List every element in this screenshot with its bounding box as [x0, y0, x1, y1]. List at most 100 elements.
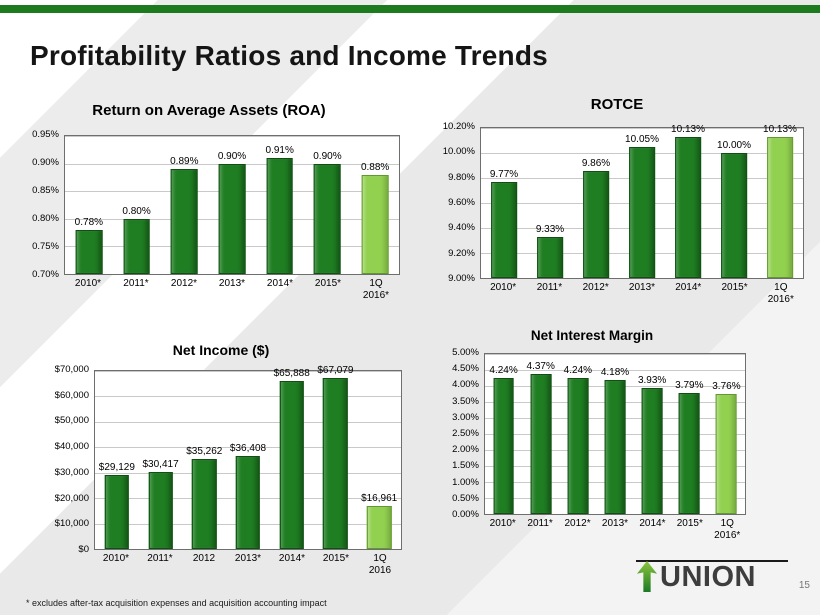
y-tick-label: 9.40%	[448, 222, 475, 234]
page-title: Profitability Ratios and Income Trends	[30, 40, 548, 71]
chart-roa: Return on Average Assets (ROA) 0.95% 0.90…	[18, 102, 400, 302]
bar-value-label: 4.24%	[489, 365, 518, 377]
y-tick-label: 0.80%	[32, 213, 59, 224]
chart-rotce: ROTCE 10.20% 10.00% 9.80% 9.60% 9.40% 9.20% 9.…	[430, 96, 804, 306]
x-tick-label: 1Q 2016	[368, 553, 392, 576]
x-tick-label: 2013*	[601, 518, 629, 529]
x-tick-label: 2014*	[639, 518, 666, 529]
x-tick-label: 2015*	[322, 553, 350, 564]
bar-value-label: 10.13%	[671, 123, 705, 135]
bar	[366, 505, 392, 549]
y-tick-label: 3.00%	[452, 411, 479, 423]
bar	[641, 388, 663, 514]
gridline	[485, 354, 745, 355]
gridline	[65, 136, 399, 137]
y-tick-label: 0.00%	[452, 509, 479, 520]
bar-value-label: 0.88%	[360, 161, 390, 173]
bar	[493, 378, 514, 514]
bar	[279, 381, 304, 549]
bar-value-label: 4.24%	[563, 365, 593, 377]
bar-value-label: 10.13%	[763, 123, 797, 135]
bar	[530, 374, 552, 514]
x-axis-row: 2010* 2011* 2012* 2013* 2014* 2015* 1Q 2016*	[18, 275, 400, 302]
bar-value-label: 9.86%	[581, 157, 611, 169]
y-tick-label: 10.20%	[442, 121, 475, 132]
bar	[567, 378, 589, 514]
y-tick-label: 0.90%	[32, 157, 59, 168]
plot-area: $29,129 $30,417 $35,262 $36,408 $65,888 $67,0…	[94, 365, 402, 550]
x-tick-label: 2012*	[170, 278, 198, 289]
y-tick-label: $0	[78, 544, 89, 555]
bar-value-label: 0.91%	[265, 145, 294, 157]
y-tick-label: 1.50%	[452, 460, 479, 472]
y-tick-label: 2.00%	[452, 444, 479, 456]
y-axis: 5.00% 4.50% 4.00% 3.50% 3.00% 2.50% 2.00% 1.50%…	[438, 347, 484, 520]
y-tick-label: 1.00%	[452, 476, 479, 488]
x-tick-label: 1Q 2016*	[767, 282, 794, 305]
chart-body: 10.20% 10.00% 9.80% 9.60% 9.40% 9.20% 9.00% 9.…	[430, 121, 804, 284]
y-tick-label: $70,000	[54, 364, 89, 375]
bar	[767, 136, 793, 278]
y-axis: $70,000 $60,000 $50,000 $40,000 $30,000 $20,0…	[40, 364, 94, 555]
bar	[75, 229, 103, 274]
footnote: * excludes after-tax acquisition expense…	[26, 598, 327, 608]
gridline	[95, 396, 401, 398]
bar-value-label: 0.89%	[170, 156, 199, 168]
top-accent-bar	[0, 5, 820, 13]
x-axis-row: 2010* 2011* 2012* 2013* 2014* 2015* 1Q 2016*	[438, 515, 746, 542]
x-tick-label: 2014*	[675, 282, 702, 293]
y-tick-label: 4.50%	[452, 363, 479, 375]
bar	[604, 380, 626, 514]
y-tick-label: 0.50%	[452, 492, 479, 504]
x-tick-label: 2011*	[527, 518, 553, 529]
x-tick-label: 2015*	[721, 282, 748, 293]
y-tick-label: $30,000	[54, 466, 89, 478]
y-axis: 10.20% 10.00% 9.80% 9.60% 9.40% 9.20% 9.00%	[430, 121, 480, 284]
bar	[583, 170, 609, 278]
bar-value-label: $29,129	[98, 461, 135, 473]
gridline	[95, 371, 401, 372]
chart-body: 0.95% 0.90% 0.85% 0.80% 0.75% 0.70% 0.78% 0.80…	[18, 129, 400, 280]
bar	[716, 393, 737, 514]
bar	[491, 181, 517, 278]
bar-value-label: 3.93%	[637, 375, 667, 387]
logo-rule	[636, 560, 788, 562]
y-tick-label: 0.75%	[32, 241, 59, 252]
bar-value-label: 10.00%	[717, 140, 751, 151]
x-tick-label: 2012*	[582, 282, 609, 293]
y-tick-label: $10,000	[54, 518, 89, 530]
y-tick-label: 0.70%	[32, 269, 59, 280]
bar	[104, 474, 130, 549]
x-axis: 2010* 2011* 2012* 2013* 2014* 2015* 1Q 2016*	[480, 279, 804, 306]
y-tick-label: 9.20%	[448, 247, 475, 259]
bar-value-label: $67,079	[317, 365, 354, 377]
union-logo: UNION	[636, 560, 788, 592]
bar-value-label: 0.90%	[313, 150, 342, 162]
bar	[721, 153, 747, 278]
y-tick-label: 4.00%	[452, 379, 479, 391]
bar	[675, 136, 701, 278]
y-tick-label: 3.50%	[452, 395, 479, 407]
bar	[323, 378, 348, 549]
bar-value-label: $65,888	[273, 368, 310, 380]
bar-value-label: $30,417	[142, 458, 179, 470]
chart-body: 5.00% 4.50% 4.00% 3.50% 3.00% 2.50% 2.00% 1.50%…	[438, 347, 746, 520]
bar	[361, 174, 389, 274]
bar-value-label: $35,262	[186, 446, 223, 458]
bar	[235, 456, 261, 549]
x-tick-label: 2010*	[489, 518, 516, 529]
bar-value-label: 3.76%	[712, 380, 741, 392]
chart-title: Net Income ($)	[172, 342, 270, 358]
x-tick-label: 2014*	[278, 553, 306, 564]
logo-text: UNION	[660, 561, 756, 593]
bar-value-label: 0.78%	[74, 216, 104, 228]
x-tick-label: 2015*	[676, 518, 703, 529]
x-axis-row: 2010* 2011* 2012 2013* 2014* 2015* 1Q 2016	[40, 550, 402, 577]
y-tick-label: 2.50%	[452, 428, 479, 439]
bar	[170, 169, 198, 274]
x-tick-label: 2011*	[536, 282, 563, 293]
y-axis: 0.95% 0.90% 0.85% 0.80% 0.75% 0.70%	[18, 129, 64, 280]
x-tick-label: 1Q 2016*	[714, 518, 741, 541]
x-tick-label: 2014*	[266, 278, 294, 289]
